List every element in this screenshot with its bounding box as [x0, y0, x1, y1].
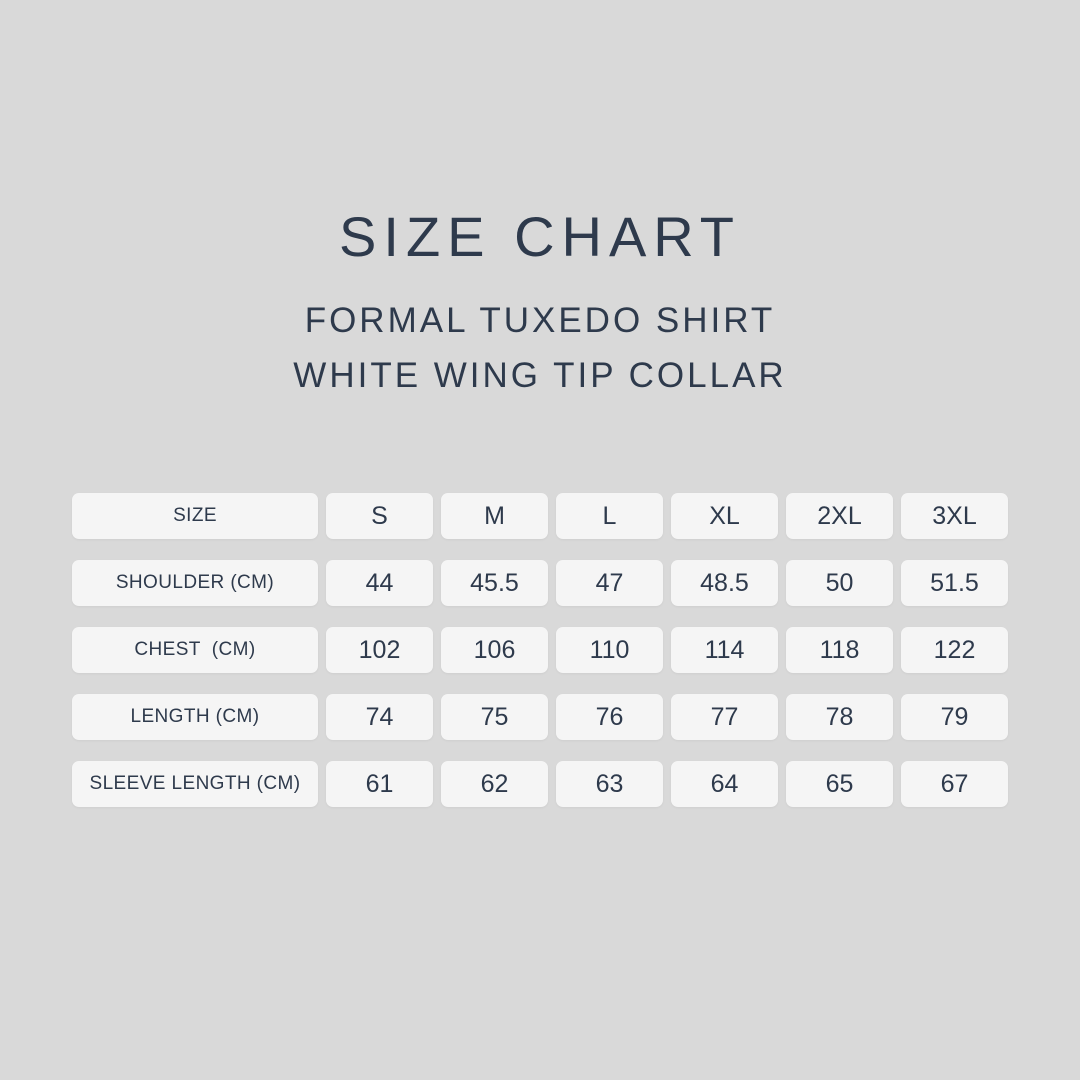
row-label-sleeve-length: SLEEVE LENGTH (CM): [72, 761, 318, 807]
shoulder-value-xl: 48.5: [671, 560, 778, 606]
subtitle-line-1: FORMAL TUXEDO SHIRT: [304, 301, 776, 340]
page-title: SIZE CHART: [339, 205, 741, 268]
chest-value-xl: 114: [671, 627, 778, 673]
sleeve-length-value-xl: 64: [671, 761, 778, 807]
header: SIZE CHART FORMAL TUXEDO SHIRT WHITE WIN…: [0, 0, 1080, 403]
shoulder-value-s: 44: [326, 560, 433, 606]
sleeve-length-value-2xl: 65: [786, 761, 893, 807]
length-value-xl: 77: [671, 694, 778, 740]
shoulder-value-3xl: 51.5: [901, 560, 1008, 606]
shoulder-value-l: 47: [556, 560, 663, 606]
chest-value-l: 110: [556, 627, 663, 673]
chest-value-3xl: 122: [901, 627, 1008, 673]
length-value-3xl: 79: [901, 694, 1008, 740]
row-label-chest: CHEST (CM): [72, 627, 318, 673]
column-header-2xl: 2XL: [786, 493, 893, 539]
row-label-length: LENGTH (CM): [72, 694, 318, 740]
chest-value-2xl: 118: [786, 627, 893, 673]
column-header-s: S: [326, 493, 433, 539]
sleeve-length-value-3xl: 67: [901, 761, 1008, 807]
column-header-size: SIZE: [72, 493, 318, 539]
length-value-s: 74: [326, 694, 433, 740]
length-value-l: 76: [556, 694, 663, 740]
row-label-shoulder: SHOULDER (CM): [72, 560, 318, 606]
chest-value-m: 106: [441, 627, 548, 673]
shoulder-value-2xl: 50: [786, 560, 893, 606]
size-table: SIZE S M L XL 2XL 3XL SHOULDER (CM) 44 4…: [72, 493, 1008, 807]
length-value-2xl: 78: [786, 694, 893, 740]
column-header-l: L: [556, 493, 663, 539]
subtitle: FORMAL TUXEDO SHIRT WHITE WING TIP COLLA…: [0, 293, 1080, 403]
length-value-m: 75: [441, 694, 548, 740]
column-header-3xl: 3XL: [901, 493, 1008, 539]
shoulder-value-m: 45.5: [441, 560, 548, 606]
sleeve-length-value-l: 63: [556, 761, 663, 807]
chest-value-s: 102: [326, 627, 433, 673]
sleeve-length-value-s: 61: [326, 761, 433, 807]
subtitle-line-2: WHITE WING TIP COLLAR: [293, 356, 787, 395]
column-header-m: M: [441, 493, 548, 539]
column-header-xl: XL: [671, 493, 778, 539]
sleeve-length-value-m: 62: [441, 761, 548, 807]
